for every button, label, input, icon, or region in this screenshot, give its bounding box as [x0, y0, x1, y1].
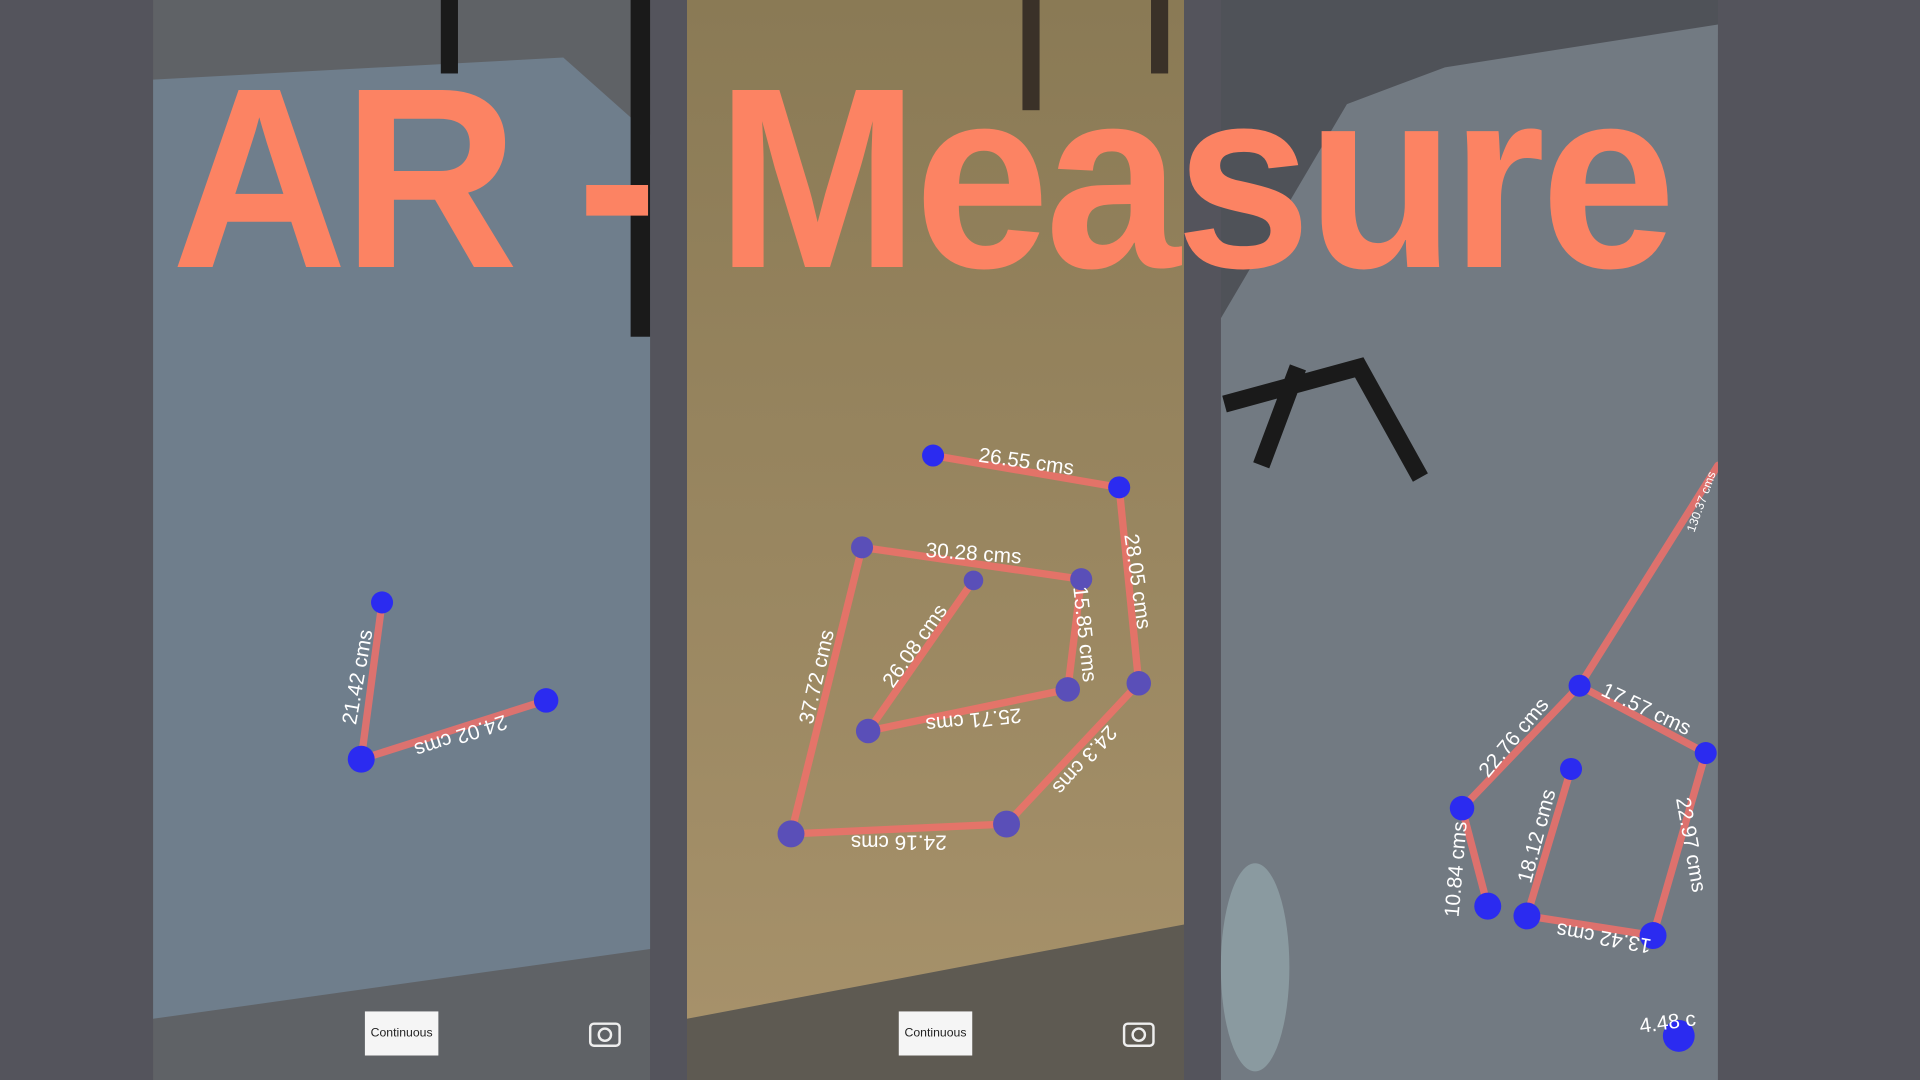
mode-button-label[interactable]: Continuous	[371, 1026, 433, 1040]
panel: 21.42 cms 24.02 cms Continuous	[153, 0, 651, 1080]
mode-button[interactable]	[898, 1011, 973, 1056]
camera-icon[interactable]	[588, 1022, 621, 1047]
measurement-label: 24.16 cms	[851, 831, 947, 854]
panel: 26.55 cms 30.28 cms 28.05 cms 15.85 cms …	[686, 0, 1185, 1080]
title: AR - Measure	[171, 35, 1671, 322]
camera-icon[interactable]	[1122, 1022, 1155, 1047]
mode-button[interactable]	[364, 1011, 439, 1056]
mode-button-label[interactable]: Continuous	[905, 1026, 967, 1040]
panel: 22.76 cms 17.57 cms 22.97 cms 18.12 cms …	[1220, 0, 1718, 1080]
